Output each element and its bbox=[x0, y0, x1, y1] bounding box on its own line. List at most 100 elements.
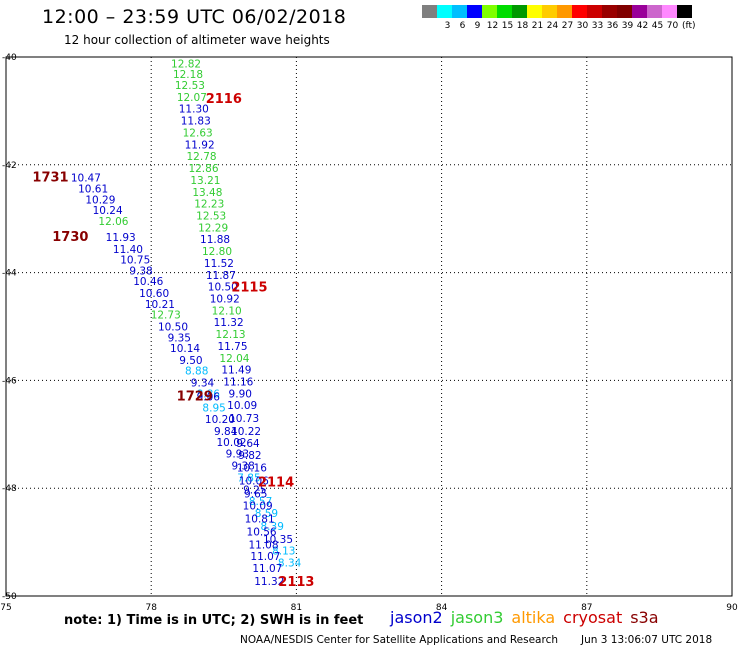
wave-height-value: 10.46 bbox=[133, 276, 163, 288]
colorbar-swatch bbox=[422, 5, 437, 18]
lon-tick-label: 81 bbox=[291, 603, 302, 613]
generation-timestamp: Jun 3 13:06:07 UTC 2018 bbox=[581, 634, 713, 646]
colorbar-swatch bbox=[542, 5, 557, 18]
wave-height-value: 10.73 bbox=[229, 413, 259, 425]
map-grid bbox=[5, 56, 733, 597]
wave-height-value: 9.93 bbox=[226, 449, 249, 461]
pass-time-label: 2115 bbox=[231, 281, 267, 296]
wave-height-value: 10.21 bbox=[145, 299, 175, 311]
wave-height-value: 10.75 bbox=[120, 255, 150, 267]
wave-height-value: 12.82 bbox=[171, 58, 201, 70]
colorbar-label: 42 bbox=[636, 21, 649, 31]
wave-height-value: 9.06 bbox=[197, 392, 221, 404]
colorbar-label: 9 bbox=[474, 21, 481, 31]
pass-time-label: 2113 bbox=[278, 575, 314, 590]
colorbar-swatch bbox=[527, 5, 542, 18]
lat-tick-label: -44 bbox=[2, 269, 17, 279]
colorbar-label: 12 bbox=[486, 21, 499, 31]
wave-height-value: 11.32 bbox=[214, 317, 244, 329]
colorbar-swatch bbox=[572, 5, 587, 18]
colorbar-swatch bbox=[587, 5, 602, 18]
colorbar-unit: (ft) bbox=[682, 21, 696, 31]
colorbar-label: 6 bbox=[459, 21, 466, 31]
colorbar-swatch bbox=[467, 5, 482, 18]
map-ticks: 75 78 81 84 87 90 -40 -42 -44 -46 -48 -50 bbox=[0, 53, 738, 613]
wave-height-value: 12.86 bbox=[188, 163, 218, 175]
legend-item-s3a: s3a bbox=[630, 608, 659, 627]
wave-height-value: 11.52 bbox=[204, 258, 234, 270]
wave-height-value: 9.64 bbox=[236, 438, 260, 450]
wave-height-value: 11.87 bbox=[206, 270, 236, 282]
wave-height-value: 10.02 bbox=[217, 437, 247, 449]
wave-height-value: 12.78 bbox=[187, 151, 217, 163]
wave-height-value: 12.18 bbox=[173, 69, 203, 81]
wave-height-value: 8.57 bbox=[249, 496, 272, 508]
wave-height-value: 10.60 bbox=[139, 288, 169, 300]
wave-height-value: 11.40 bbox=[113, 244, 143, 256]
wave-height-value: 10.09 bbox=[227, 400, 257, 412]
lon-tick-label: 87 bbox=[581, 603, 592, 613]
wave-height-value: 12.04 bbox=[219, 353, 249, 365]
satellite-legend: jason2 jason3 altika cryosat s3a bbox=[390, 608, 667, 627]
wave-height-value: 10.61 bbox=[78, 184, 108, 196]
colorbar-swatch bbox=[557, 5, 572, 18]
wave-height-value: 11.07 bbox=[250, 551, 280, 563]
wave-height-value: 11.92 bbox=[185, 139, 215, 151]
wave-height-value: 12.23 bbox=[194, 199, 224, 211]
wave-height-value: 7.85 bbox=[237, 472, 260, 484]
wave-height-value: 9.34 bbox=[191, 378, 215, 390]
lon-tick-label: 84 bbox=[436, 603, 448, 613]
wave-height-value: 8.39 bbox=[261, 521, 284, 533]
colorbar-swatch bbox=[662, 5, 677, 18]
wave-height-value: 8.88 bbox=[185, 366, 208, 378]
pass-time-label: 2116 bbox=[206, 92, 242, 107]
wave-height-value: 10.24 bbox=[93, 205, 123, 217]
colorbar-swatch bbox=[512, 5, 527, 18]
wave-height-value: 12.29 bbox=[198, 222, 228, 234]
colorbar-label: 30 bbox=[576, 21, 589, 31]
wave-height-value: 11.07 bbox=[252, 563, 282, 575]
wave-height-value: 12.06 bbox=[98, 216, 128, 228]
wave-height-value: 11.30 bbox=[179, 104, 209, 116]
legend-item-jason2: jason2 bbox=[390, 608, 443, 627]
map-frame bbox=[5, 56, 733, 597]
wave-height-value: 9.84 bbox=[214, 426, 238, 438]
lon-tick-label: 75 bbox=[0, 603, 11, 613]
colorbar-label: 21 bbox=[531, 21, 544, 31]
wave-height-value: 11.16 bbox=[223, 376, 253, 388]
wave-height-value: 11.08 bbox=[248, 539, 278, 551]
colorbar-label: 27 bbox=[561, 21, 574, 31]
wave-height-value: 10.09 bbox=[243, 500, 273, 512]
page-title: 12:00 – 23:59 UTC 06/02/2018 bbox=[42, 6, 347, 28]
wave-height-value: 10.35 bbox=[263, 534, 293, 546]
lat-tick-label: -46 bbox=[2, 376, 17, 386]
wave-height-value: 9.50 bbox=[179, 355, 202, 367]
legend-item-altika: altika bbox=[511, 608, 556, 627]
wave-height-value: 10.81 bbox=[245, 513, 275, 525]
wave-height-value: 8.86 bbox=[197, 388, 221, 400]
colorbar-swatch bbox=[482, 5, 497, 18]
wave-height-value: 8.13 bbox=[272, 546, 295, 558]
wave-height-value: 9.25 bbox=[243, 484, 266, 496]
wave-height-value: 13.48 bbox=[192, 187, 222, 199]
wave-height-value: 9.82 bbox=[238, 450, 261, 462]
colorbar-label: 39 bbox=[621, 21, 634, 31]
wave-height-value: 11.75 bbox=[217, 341, 247, 353]
wave-height-value: 10.29 bbox=[85, 194, 115, 206]
colorbar-swatch bbox=[647, 5, 662, 18]
colorbar-swatch bbox=[497, 5, 512, 18]
wave-height-value: 9.35 bbox=[168, 332, 191, 344]
pass-labels: 2116 1731 1730 2115 1729 2114 2113 bbox=[32, 92, 314, 590]
wave-height-value: 9.65 bbox=[244, 489, 267, 501]
pass-time-label: 1731 bbox=[32, 171, 68, 186]
wave-height-value: 9.90 bbox=[229, 388, 252, 400]
wave-height-value: 9.38 bbox=[129, 265, 152, 277]
colorbar-swatch bbox=[452, 5, 467, 18]
legend-item-jason3: jason3 bbox=[450, 608, 504, 627]
lat-tick-label: -40 bbox=[2, 53, 17, 63]
wave-height-value: 12.10 bbox=[212, 305, 242, 317]
wave-height-value: 10.06 bbox=[239, 476, 269, 488]
pass-time-label: 1730 bbox=[52, 230, 88, 245]
colorbar-swatch bbox=[602, 5, 617, 18]
